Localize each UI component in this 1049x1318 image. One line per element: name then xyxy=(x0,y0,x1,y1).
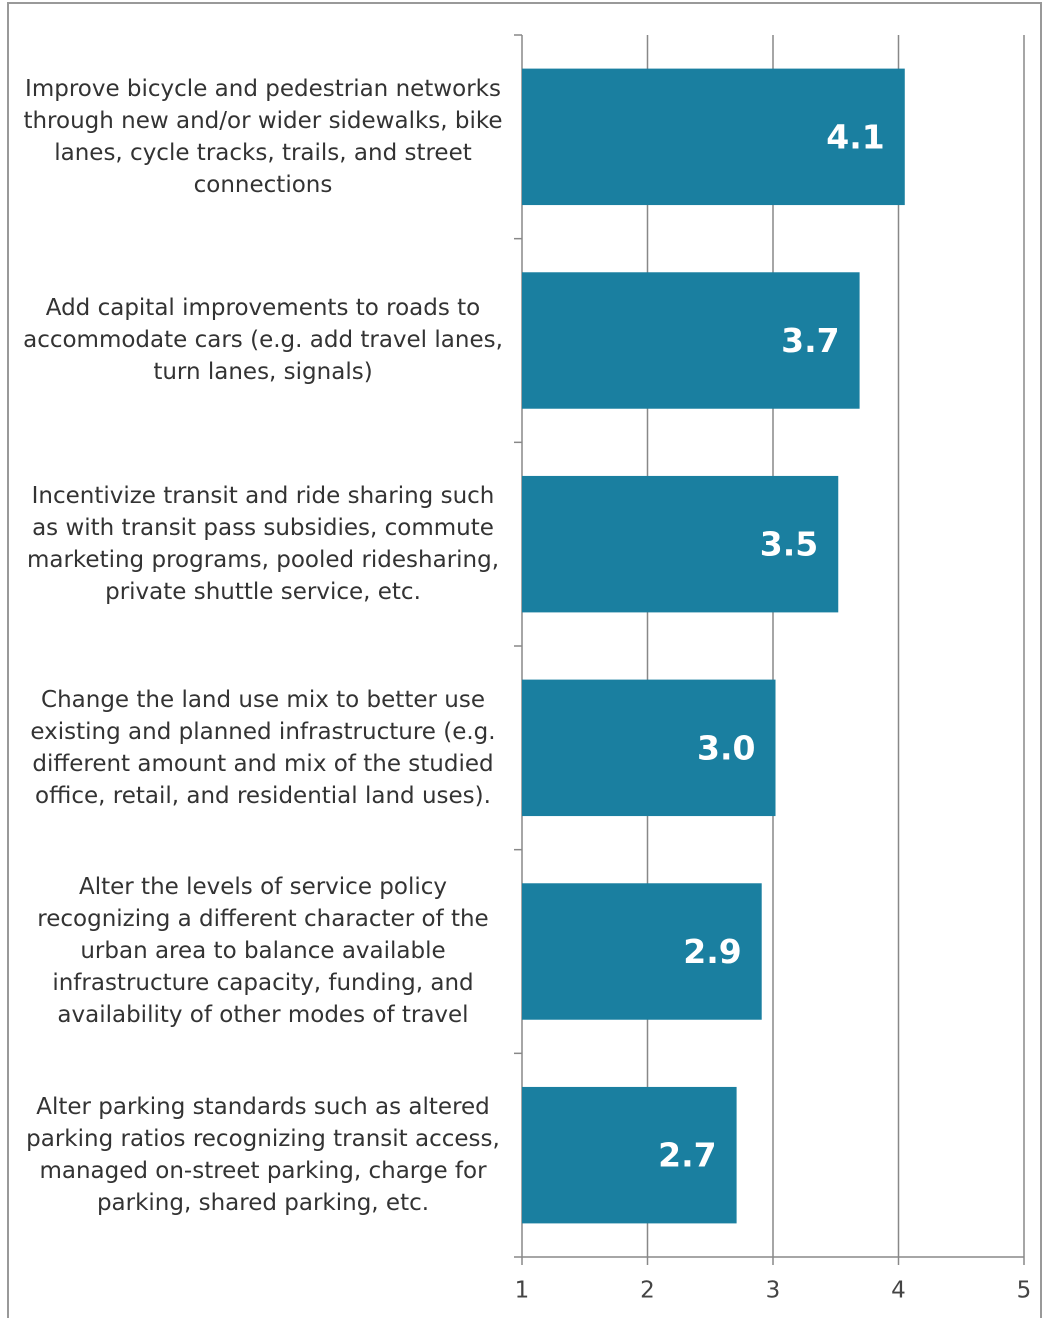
bar xyxy=(522,475,839,613)
value-label: 4.1 xyxy=(826,117,884,156)
frame xyxy=(7,2,1042,1318)
category-label: Add capital improvements to roads to acc… xyxy=(23,295,503,386)
x-tick-label: 1 xyxy=(515,1278,530,1304)
category-label: Improve bicycle and pedestrian networks … xyxy=(23,75,503,198)
bar xyxy=(522,68,905,206)
category-label: Incentivize transit and ride sharing suc… xyxy=(26,483,500,606)
category-label: Alter parking standards such as altered … xyxy=(26,1094,500,1217)
value-label: 2.9 xyxy=(683,932,741,971)
x-tick-label: 4 xyxy=(891,1278,906,1304)
value-label: 3.5 xyxy=(760,525,818,564)
value-label: 3.7 xyxy=(781,321,839,360)
bar xyxy=(522,679,776,817)
x-tick-label: 2 xyxy=(640,1278,655,1304)
category-label: Change the land use mix to better use ex… xyxy=(30,686,496,809)
bar xyxy=(522,272,860,409)
category-label: Alter the levels of service policy recog… xyxy=(37,874,489,1029)
x-tick-label: 3 xyxy=(766,1278,781,1304)
x-tick-label: 5 xyxy=(1017,1278,1032,1304)
value-label: 3.0 xyxy=(697,728,755,767)
bar xyxy=(522,1086,737,1224)
value-label: 2.7 xyxy=(658,1136,716,1175)
bar xyxy=(522,883,762,1020)
